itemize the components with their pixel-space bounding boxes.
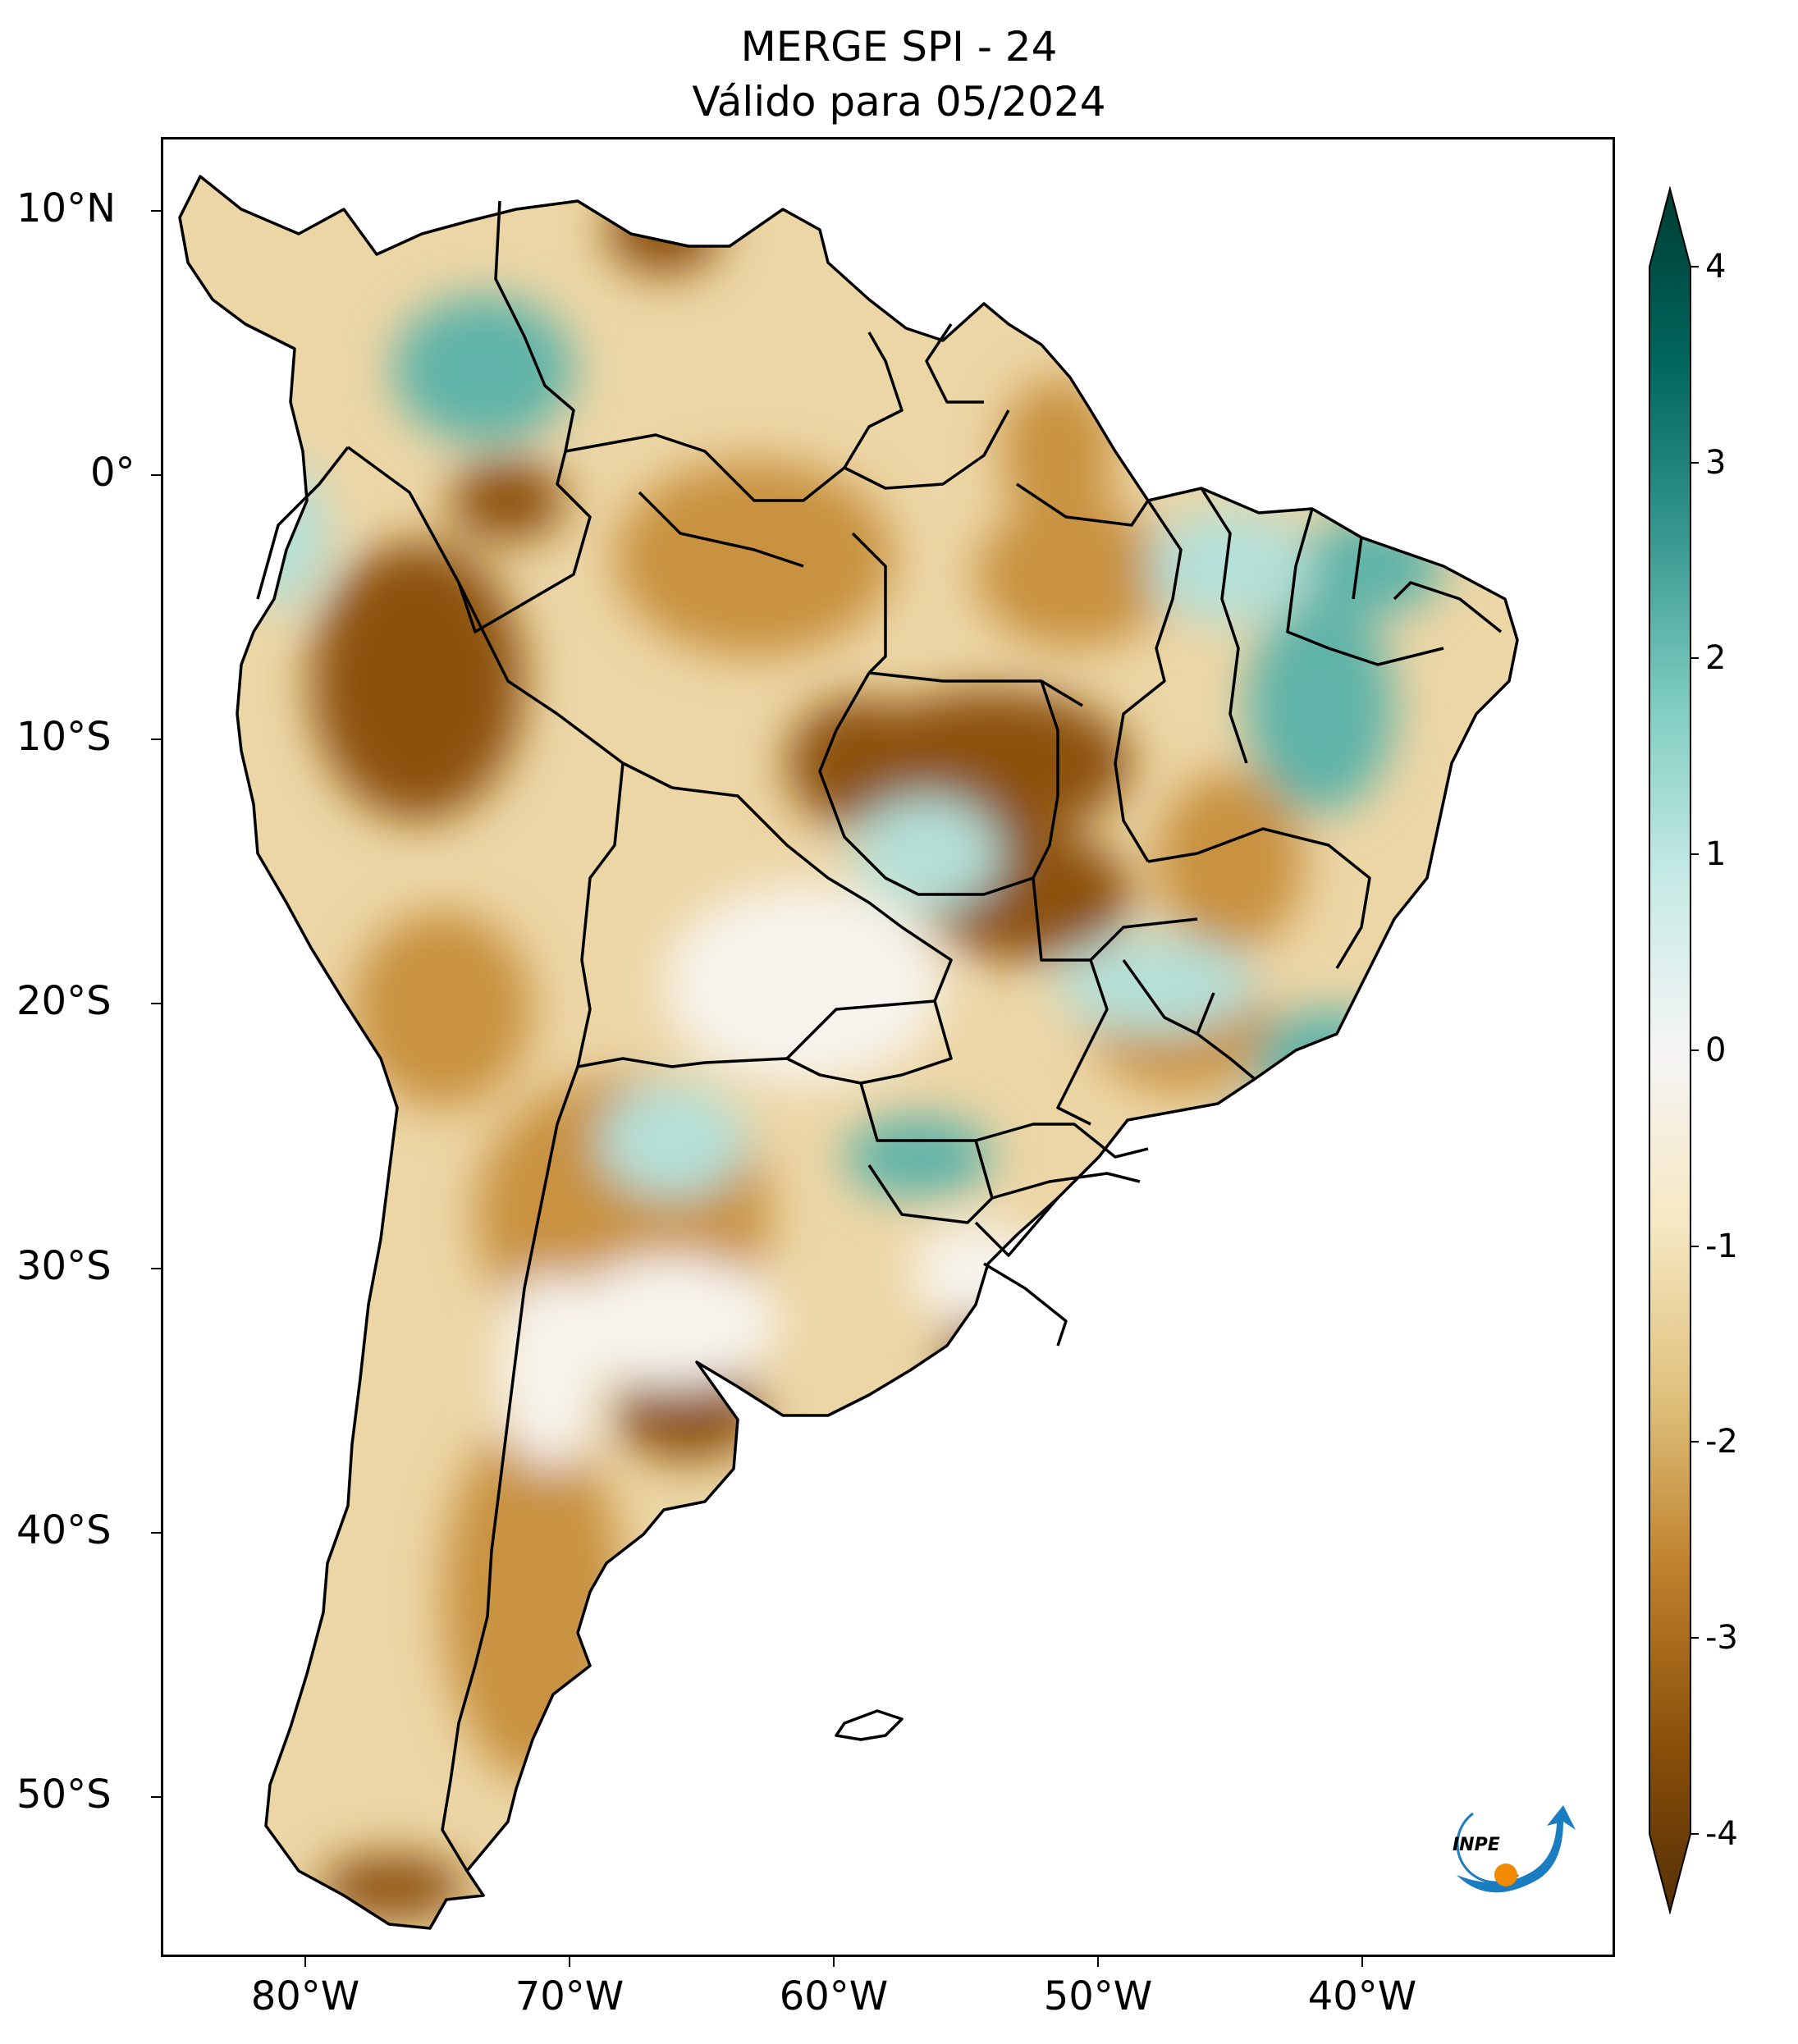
brazil-states-east bbox=[1056, 827, 1371, 1126]
border-ecuador-peru bbox=[256, 446, 350, 600]
ytick-label: 10°N bbox=[16, 185, 116, 231]
colorbar-tick-label: 2 bbox=[1705, 639, 1727, 677]
map-title-line1: MERGE SPI - 24 bbox=[740, 23, 1058, 71]
border-colombia-venezuela bbox=[494, 200, 575, 452]
logo-text: INPE bbox=[1453, 1835, 1500, 1855]
border-bolivia-argentina-paraguay bbox=[577, 1057, 862, 1085]
colorbar-tick-label: -3 bbox=[1705, 1619, 1738, 1657]
border-venezuela-brazil bbox=[565, 409, 1010, 502]
colorbar-tick-label: 1 bbox=[1705, 835, 1727, 873]
ytick-mark bbox=[151, 1796, 161, 1798]
colorbar-tick-label: -2 bbox=[1705, 1423, 1738, 1461]
ytick-label: 40°S bbox=[16, 1507, 112, 1553]
ytick-mark bbox=[151, 1268, 161, 1269]
xtick-mark bbox=[304, 1957, 306, 1967]
xtick-mark bbox=[833, 1957, 835, 1967]
ytick-mark bbox=[151, 738, 161, 740]
brazil-states-north bbox=[638, 482, 1150, 707]
spi-map bbox=[178, 175, 1519, 1930]
border-suriname-guiana bbox=[925, 323, 984, 404]
border-bolivia-brazil bbox=[671, 786, 953, 1085]
ytick-mark bbox=[151, 474, 161, 476]
xtick-mark bbox=[1097, 1957, 1099, 1967]
xtick-label: 70°W bbox=[515, 1973, 624, 2019]
colorbar-ticks bbox=[1690, 266, 1699, 1835]
colorbar-tick-label: -1 bbox=[1705, 1228, 1738, 1265]
border-peru-bolivia bbox=[576, 762, 624, 1068]
xtick-label: 60°W bbox=[779, 1973, 889, 2019]
border-argentina-uruguay-brazil bbox=[974, 1196, 1068, 1347]
colorbar-tick-label: -4 bbox=[1705, 1815, 1738, 1853]
ytick-label: 50°S bbox=[16, 1772, 112, 1818]
coastline bbox=[178, 175, 1519, 1930]
brazil-states-northeast bbox=[1114, 487, 1503, 862]
colorbar-tick-label: 0 bbox=[1705, 1031, 1727, 1069]
brazil-states-south bbox=[975, 1123, 1149, 1200]
ytick-mark bbox=[151, 1003, 161, 1004]
map-title-line2: Válido para 05/2024 bbox=[692, 78, 1106, 126]
xtick-mark bbox=[1361, 1957, 1363, 1967]
colorbar-gradient bbox=[1649, 185, 1691, 1915]
xtick-label: 40°W bbox=[1307, 1973, 1417, 2019]
falkland-islands bbox=[835, 1709, 904, 1741]
ytick-label: 0° bbox=[90, 450, 135, 496]
colorbar bbox=[1649, 185, 1699, 1915]
colorbar-tick-label: 3 bbox=[1705, 444, 1727, 482]
ytick-label: 30°S bbox=[16, 1243, 112, 1289]
xtick-label: 50°W bbox=[1043, 1973, 1153, 2019]
xtick-label: 80°W bbox=[250, 1973, 360, 2019]
spi-field bbox=[180, 176, 1517, 1928]
ytick-mark bbox=[151, 210, 161, 212]
map-panel bbox=[161, 137, 1615, 1957]
border-guyana-suriname bbox=[843, 332, 904, 469]
xtick-mark bbox=[569, 1957, 570, 1967]
border-peru-brazil bbox=[457, 582, 673, 789]
ytick-label: 10°S bbox=[16, 714, 112, 760]
ytick-mark bbox=[151, 1532, 161, 1534]
border-colombia-brazil bbox=[346, 446, 592, 633]
borders bbox=[178, 175, 1519, 1930]
ytick-label: 20°S bbox=[16, 978, 112, 1024]
colorbar-tick-label: 4 bbox=[1705, 248, 1727, 286]
inpe-logo: INPE bbox=[1453, 1805, 1576, 1893]
border-chile-argentina bbox=[441, 1066, 579, 1872]
